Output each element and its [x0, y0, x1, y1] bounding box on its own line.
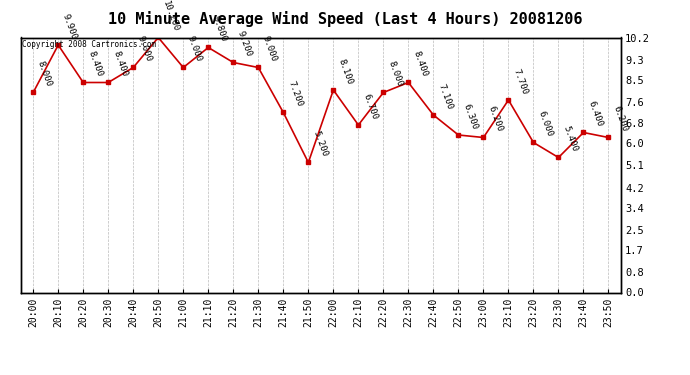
Text: 8.000: 8.000	[386, 60, 404, 88]
Text: 9.000: 9.000	[136, 35, 154, 63]
Text: 6.300: 6.300	[461, 102, 479, 131]
Text: 8.400: 8.400	[111, 50, 128, 78]
Text: 6.700: 6.700	[361, 93, 379, 121]
Text: 6.400: 6.400	[586, 100, 604, 128]
Text: 10.200: 10.200	[161, 0, 181, 33]
Text: 6.200: 6.200	[486, 105, 504, 134]
Text: 8.400: 8.400	[86, 50, 104, 78]
Text: 9.800: 9.800	[211, 15, 228, 44]
Text: 8.000: 8.000	[36, 60, 54, 88]
Text: 9.900: 9.900	[61, 12, 79, 41]
Text: 6.000: 6.000	[536, 110, 554, 138]
Text: Copyright 2008 Cartronics.com: Copyright 2008 Cartronics.com	[22, 40, 156, 49]
Text: 8.100: 8.100	[336, 57, 354, 86]
Text: 5.200: 5.200	[311, 130, 328, 158]
Text: 9.000: 9.000	[186, 35, 204, 63]
Text: 7.200: 7.200	[286, 80, 304, 108]
Text: 8.400: 8.400	[411, 50, 428, 78]
Text: 5.400: 5.400	[561, 125, 579, 153]
Text: 7.100: 7.100	[436, 82, 454, 111]
Text: 6.200: 6.200	[611, 105, 629, 134]
Text: 7.700: 7.700	[511, 68, 529, 96]
Text: 10 Minute Average Wind Speed (Last 4 Hours) 20081206: 10 Minute Average Wind Speed (Last 4 Hou…	[108, 11, 582, 27]
Text: 9.200: 9.200	[236, 30, 254, 58]
Text: 9.000: 9.000	[261, 35, 279, 63]
